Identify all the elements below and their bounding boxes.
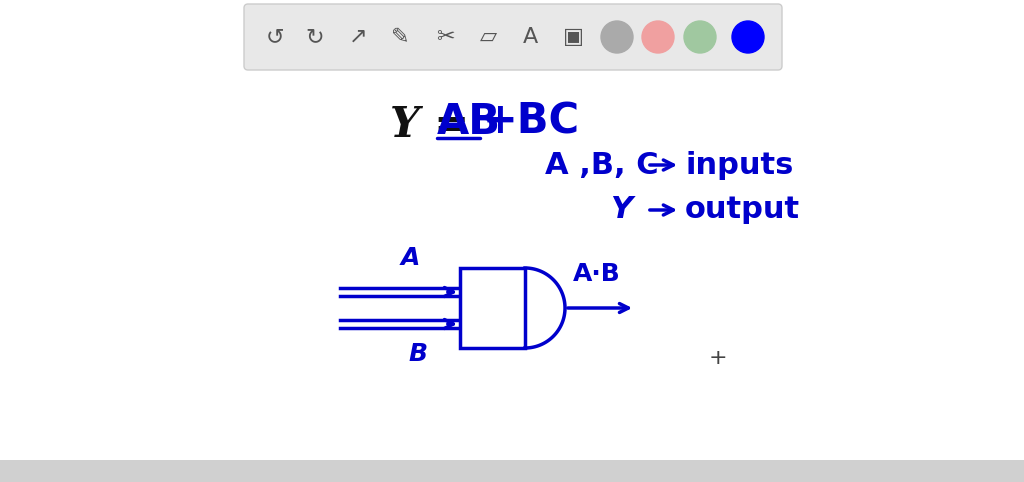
Text: A: A [522, 27, 538, 47]
Text: ✎: ✎ [391, 27, 410, 47]
Text: ✂: ✂ [435, 27, 455, 47]
Text: Y =: Y = [390, 104, 469, 146]
Text: output: output [685, 196, 800, 225]
Circle shape [684, 21, 716, 53]
Text: A: A [400, 246, 420, 270]
Bar [0, 460, 1024, 482]
Text: ↗: ↗ [349, 27, 368, 47]
Text: +: + [709, 348, 727, 368]
Text: ▣: ▣ [562, 27, 584, 47]
Circle shape [732, 21, 764, 53]
Circle shape [642, 21, 674, 53]
Text: ↻: ↻ [306, 27, 325, 47]
Text: ▱: ▱ [479, 27, 497, 47]
FancyBboxPatch shape [244, 4, 782, 70]
Text: +BC: +BC [483, 101, 581, 143]
Text: inputs: inputs [685, 150, 794, 179]
Text: B: B [409, 342, 427, 366]
Bar [460, 268, 525, 348]
Circle shape [601, 21, 633, 53]
Text: Y: Y [610, 196, 632, 225]
Text: ↺: ↺ [265, 27, 285, 47]
Text: AB: AB [437, 101, 501, 143]
Text: A·B: A·B [573, 262, 621, 286]
Text: A ,B, C: A ,B, C [545, 150, 658, 179]
